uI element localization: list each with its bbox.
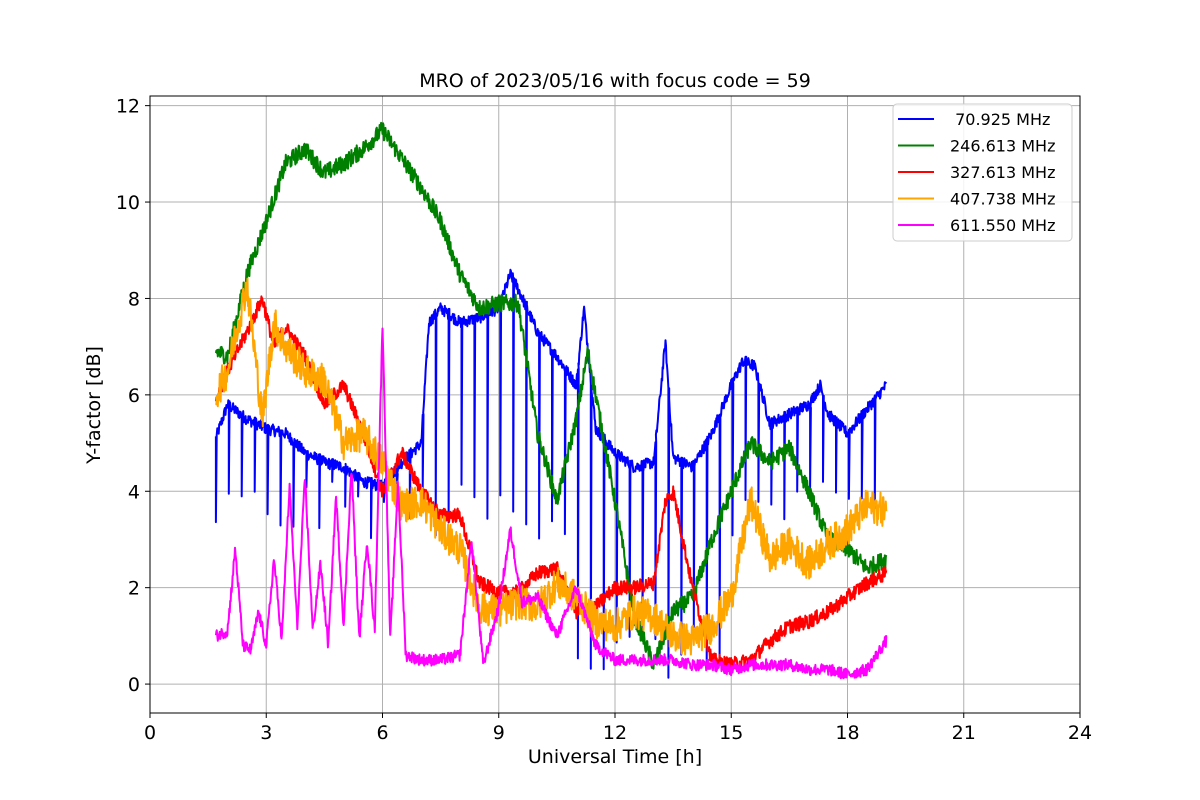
legend-entry-label: 407.738 MHz	[950, 190, 1055, 209]
y-tick-label: 12	[116, 96, 140, 118]
x-tick-label: 0	[144, 722, 156, 744]
y-tick-label: 4	[128, 481, 140, 503]
series-line	[214, 295, 888, 673]
x-tick-label: 6	[376, 722, 388, 744]
x-tick-label: 24	[1068, 722, 1092, 744]
legend-box	[892, 103, 1073, 242]
series-line	[214, 327, 888, 680]
legend-entry-label: 611.550 MHz	[950, 216, 1055, 235]
chart-title: MRO of 2023/05/16 with focus code = 59	[419, 70, 811, 92]
x-axis-ticks: 0 3 6 9 12 15 18 21 24	[144, 713, 1092, 744]
x-axis-label: Universal Time [h]	[528, 746, 702, 768]
y-tick-label: 8	[128, 288, 140, 310]
series-line	[215, 277, 888, 656]
x-tick-label: 9	[493, 722, 505, 744]
x-tick-label: 3	[260, 722, 272, 744]
series-line	[214, 268, 888, 679]
series-line	[214, 121, 888, 670]
x-tick-label: 18	[835, 722, 859, 744]
legend-entry-label: 70.925 MHz	[950, 110, 1050, 129]
series-layer	[214, 121, 888, 680]
y-axis-label: Y-factor [dB]	[83, 346, 105, 465]
x-tick-label: 15	[719, 722, 743, 744]
x-tick-label: 21	[952, 722, 976, 744]
legend-entry-label: 327.613 MHz	[950, 163, 1055, 182]
legend-entry-label: 246.613 MHz	[950, 137, 1055, 156]
y-tick-label: 6	[128, 385, 140, 407]
y-tick-label: 0	[128, 674, 140, 696]
y-tick-label: 2	[128, 578, 140, 600]
legend: 70.925 MHz 246.613 MHz 327.613 MHz 407.738 …	[892, 103, 1073, 242]
y-tick-label: 10	[116, 192, 140, 214]
y-axis-ticks: 0 2 4 6 8 10 12	[116, 96, 150, 696]
x-tick-label: 12	[603, 722, 627, 744]
